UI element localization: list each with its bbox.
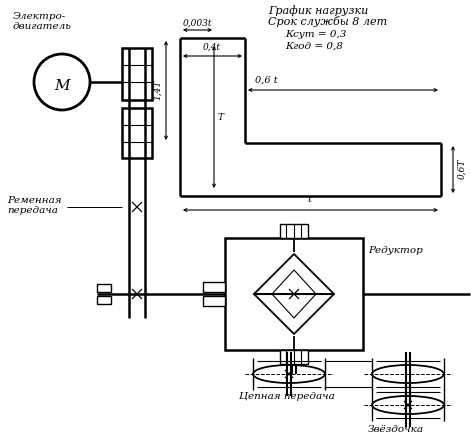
Text: Звёздочка
конвейер: Звёздочка конвейер — [368, 425, 424, 433]
Text: Срок службы 8 лет: Срок службы 8 лет — [268, 16, 387, 27]
Bar — [122, 48, 152, 100]
Text: Электро-
двигатель: Электро- двигатель — [13, 12, 72, 32]
Text: 0,4t: 0,4t — [203, 43, 221, 52]
Text: M: M — [54, 79, 70, 93]
Text: T: T — [218, 113, 224, 122]
Text: 1,4T: 1,4T — [154, 80, 162, 100]
Text: Редуктор: Редуктор — [368, 246, 423, 255]
Bar — [280, 224, 308, 238]
Text: Ременная
передача: Ременная передача — [7, 196, 62, 215]
Bar — [203, 282, 225, 292]
Text: Цепная передача: Цепная передача — [239, 392, 335, 401]
Text: 0,6T: 0,6T — [457, 159, 466, 179]
Text: График нагрузки: График нагрузки — [268, 5, 368, 16]
Bar — [97, 296, 111, 304]
Bar — [280, 350, 308, 364]
Text: t: t — [308, 195, 312, 204]
Text: Ксут = 0,3: Ксут = 0,3 — [285, 30, 346, 39]
Bar — [225, 238, 363, 350]
Text: 0,003t: 0,003t — [182, 19, 212, 28]
Text: Кгод = 0,8: Кгод = 0,8 — [285, 42, 343, 51]
Bar — [97, 284, 111, 292]
Text: 0,6 t: 0,6 t — [255, 76, 277, 85]
Bar — [203, 296, 225, 306]
Bar — [122, 108, 152, 158]
